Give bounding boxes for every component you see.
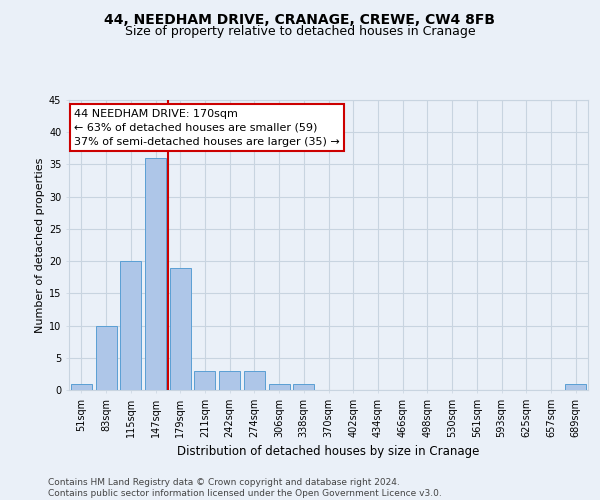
Bar — [145, 158, 166, 390]
Bar — [71, 384, 92, 390]
Text: Size of property relative to detached houses in Cranage: Size of property relative to detached ho… — [125, 25, 475, 38]
Bar — [95, 326, 116, 390]
Text: 44, NEEDHAM DRIVE, CRANAGE, CREWE, CW4 8FB: 44, NEEDHAM DRIVE, CRANAGE, CREWE, CW4 8… — [104, 12, 496, 26]
Bar — [120, 261, 141, 390]
Bar — [269, 384, 290, 390]
Bar — [293, 384, 314, 390]
X-axis label: Distribution of detached houses by size in Cranage: Distribution of detached houses by size … — [178, 446, 479, 458]
Y-axis label: Number of detached properties: Number of detached properties — [35, 158, 44, 332]
Bar — [170, 268, 191, 390]
Text: 44 NEEDHAM DRIVE: 170sqm
← 63% of detached houses are smaller (59)
37% of semi-d: 44 NEEDHAM DRIVE: 170sqm ← 63% of detach… — [74, 108, 340, 146]
Bar — [565, 384, 586, 390]
Bar — [194, 370, 215, 390]
Bar — [219, 370, 240, 390]
Bar — [244, 370, 265, 390]
Text: Contains HM Land Registry data © Crown copyright and database right 2024.
Contai: Contains HM Land Registry data © Crown c… — [48, 478, 442, 498]
